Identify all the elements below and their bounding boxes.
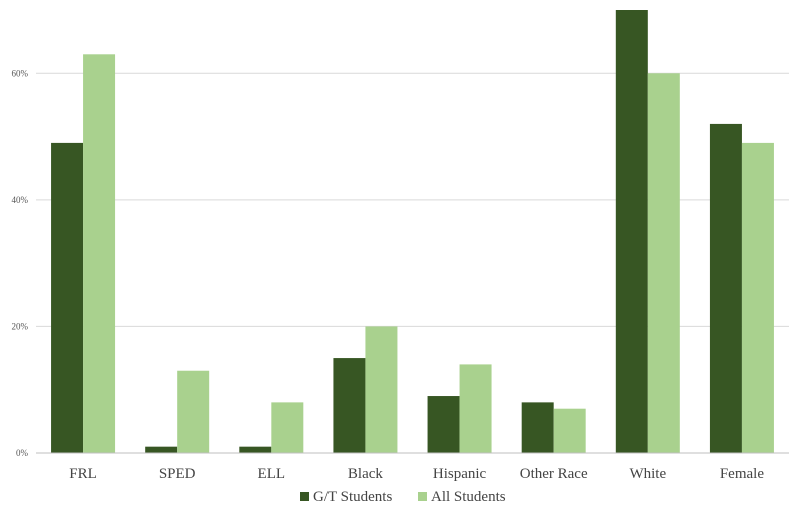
bar-gt-students [145, 446, 178, 453]
bar-gt-students [521, 402, 554, 453]
bar-all-students [553, 408, 586, 453]
x-category-label: Other Race [520, 466, 588, 482]
bar-gt-students [333, 358, 366, 453]
y-tick-label: 40% [12, 195, 29, 205]
y-tick-label: 0% [16, 448, 29, 458]
bar-gt-students [51, 142, 84, 453]
bar-all-students [365, 326, 398, 453]
bar-all-students [647, 73, 680, 454]
x-category-label: Hispanic [433, 466, 487, 482]
legend-swatch [300, 492, 309, 501]
bar-all-students [177, 370, 210, 453]
x-category-label: Black [348, 466, 383, 482]
x-category-label: SPED [159, 466, 196, 482]
bar-all-students [271, 402, 304, 453]
bar-gt-students [239, 446, 272, 453]
y-axis-ticks: 0% 20% 40% 60% [12, 68, 29, 458]
y-tick-label: 60% [12, 68, 29, 78]
legend: G/T Students All Students [300, 489, 506, 505]
y-tick-label: 20% [12, 321, 29, 331]
legend-label: G/T Students [313, 489, 392, 505]
x-category-label: FRL [69, 466, 97, 482]
bar-gt-students [709, 123, 742, 454]
x-axis-categories: FRL SPED ELL Black Hispanic Other Race White Fe… [69, 466, 764, 482]
bar-all-students [741, 142, 774, 453]
bar-gt-students [615, 10, 648, 453]
bar-all-students [459, 364, 492, 453]
bar-all-students [83, 54, 116, 454]
bars [51, 10, 774, 454]
bar-gt-students [427, 396, 460, 453]
legend-swatch [418, 492, 427, 501]
x-category-label: ELL [258, 466, 286, 482]
x-category-label: White [629, 466, 666, 482]
x-category-label: Female [720, 466, 764, 482]
legend-label: All Students [431, 489, 506, 505]
